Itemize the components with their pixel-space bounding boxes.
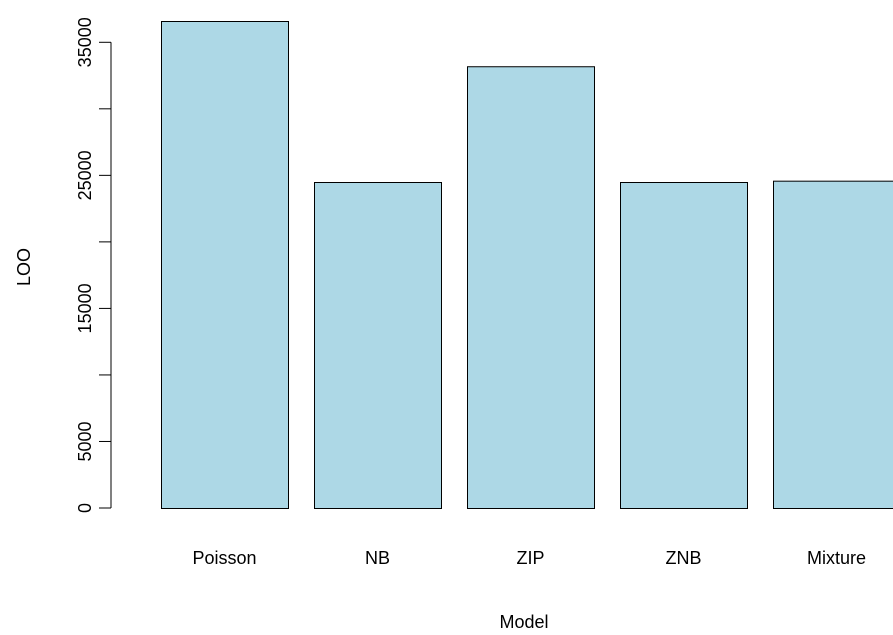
category-labels: Poisson NB ZIP ZNB Mixture <box>192 548 866 568</box>
bar-poisson <box>161 21 289 509</box>
category-label-nb: NB <box>365 548 390 568</box>
category-label-poisson: Poisson <box>192 548 256 568</box>
bar-zip <box>467 66 595 509</box>
bar-mixture <box>773 180 893 510</box>
bar-nb <box>314 182 442 509</box>
y-axis: 0 5000 15000 25000 35000 <box>75 17 112 513</box>
bar-znb <box>620 182 748 509</box>
y-tick-label: 0 <box>75 503 95 513</box>
y-tick-label: 15000 <box>75 283 95 333</box>
category-label-zip: ZIP <box>516 548 544 568</box>
category-label-mixture: Mixture <box>807 548 866 568</box>
y-tick-label: 5000 <box>75 421 95 461</box>
category-label-znb: ZNB <box>666 548 702 568</box>
y-axis-label: LOO <box>14 248 34 286</box>
x-axis-label: Model <box>499 612 548 632</box>
y-tick-label: 25000 <box>75 150 95 200</box>
bars <box>161 21 893 510</box>
y-tick-label: 35000 <box>75 17 95 67</box>
